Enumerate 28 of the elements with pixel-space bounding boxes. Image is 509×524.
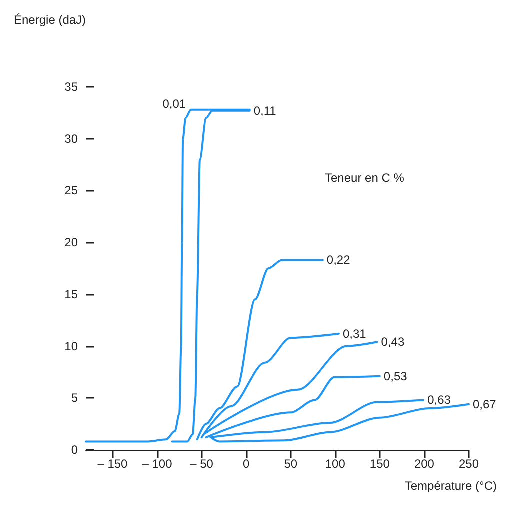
legend-title: Teneur en C %	[325, 171, 405, 185]
x-tick-label: 50	[284, 457, 298, 471]
x-tick-label: – 100	[142, 457, 173, 471]
x-tick-label: – 150	[98, 457, 128, 471]
x-tick-label: – 50	[190, 457, 214, 471]
series-label: 0,22	[326, 253, 351, 268]
y-tick-label: 5	[71, 391, 78, 406]
series-label: 0,43	[381, 335, 405, 350]
series-label: 0,53	[384, 369, 408, 384]
y-tick-label: 20	[64, 236, 78, 250]
series-label: 0,63	[428, 393, 452, 408]
series-label: 0,31	[342, 326, 367, 341]
y-tick-label: 30	[64, 132, 78, 146]
series-label: 0,67	[473, 397, 497, 412]
x-tick-label: 100	[325, 457, 346, 471]
series-label: 0,01	[162, 96, 186, 111]
x-tick-label: 150	[370, 457, 390, 471]
y-tick-label: 10	[64, 339, 78, 354]
x-tick-label: 250	[458, 457, 480, 471]
y-tick-label: 15	[64, 287, 78, 302]
y-axis-title: Énergie (daJ)	[14, 13, 86, 27]
y-tick-label: 0	[71, 443, 78, 457]
x-tick-label: 0	[242, 457, 250, 471]
y-tick-label: 25	[64, 184, 78, 198]
y-tick-label: 35	[64, 80, 78, 94]
series-label: 0,11	[254, 104, 277, 118]
x-axis-title: Température (°C)	[404, 479, 498, 493]
x-tick-label: 200	[414, 457, 435, 471]
